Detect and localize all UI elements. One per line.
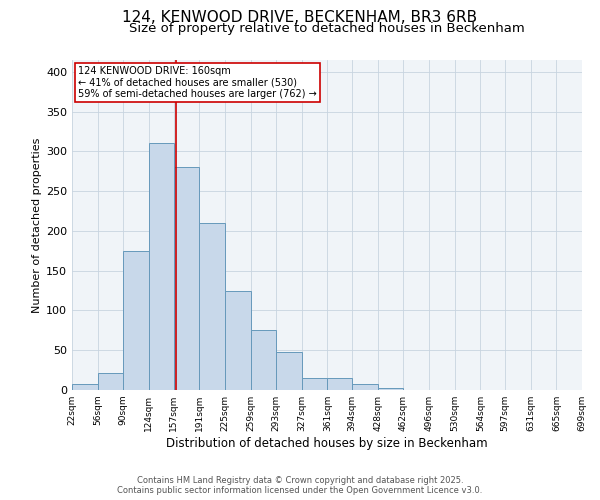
Bar xyxy=(378,388,403,390)
Bar xyxy=(251,330,276,390)
Bar xyxy=(352,384,378,390)
Title: Size of property relative to detached houses in Beckenham: Size of property relative to detached ho… xyxy=(129,22,525,35)
Bar xyxy=(123,251,149,390)
Bar xyxy=(276,352,302,390)
Text: 124, KENWOOD DRIVE, BECKENHAM, BR3 6RB: 124, KENWOOD DRIVE, BECKENHAM, BR3 6RB xyxy=(122,10,478,25)
Bar xyxy=(98,374,123,390)
Bar xyxy=(328,378,352,390)
Bar xyxy=(225,290,251,390)
Bar xyxy=(173,168,199,390)
Text: Contains HM Land Registry data © Crown copyright and database right 2025.
Contai: Contains HM Land Registry data © Crown c… xyxy=(118,476,482,495)
Text: 124 KENWOOD DRIVE: 160sqm
← 41% of detached houses are smaller (530)
59% of semi: 124 KENWOOD DRIVE: 160sqm ← 41% of detac… xyxy=(78,66,317,99)
X-axis label: Distribution of detached houses by size in Beckenham: Distribution of detached houses by size … xyxy=(166,437,488,450)
Bar xyxy=(302,378,328,390)
Bar xyxy=(199,223,225,390)
Bar xyxy=(72,384,98,390)
Bar xyxy=(149,144,173,390)
Y-axis label: Number of detached properties: Number of detached properties xyxy=(32,138,42,312)
